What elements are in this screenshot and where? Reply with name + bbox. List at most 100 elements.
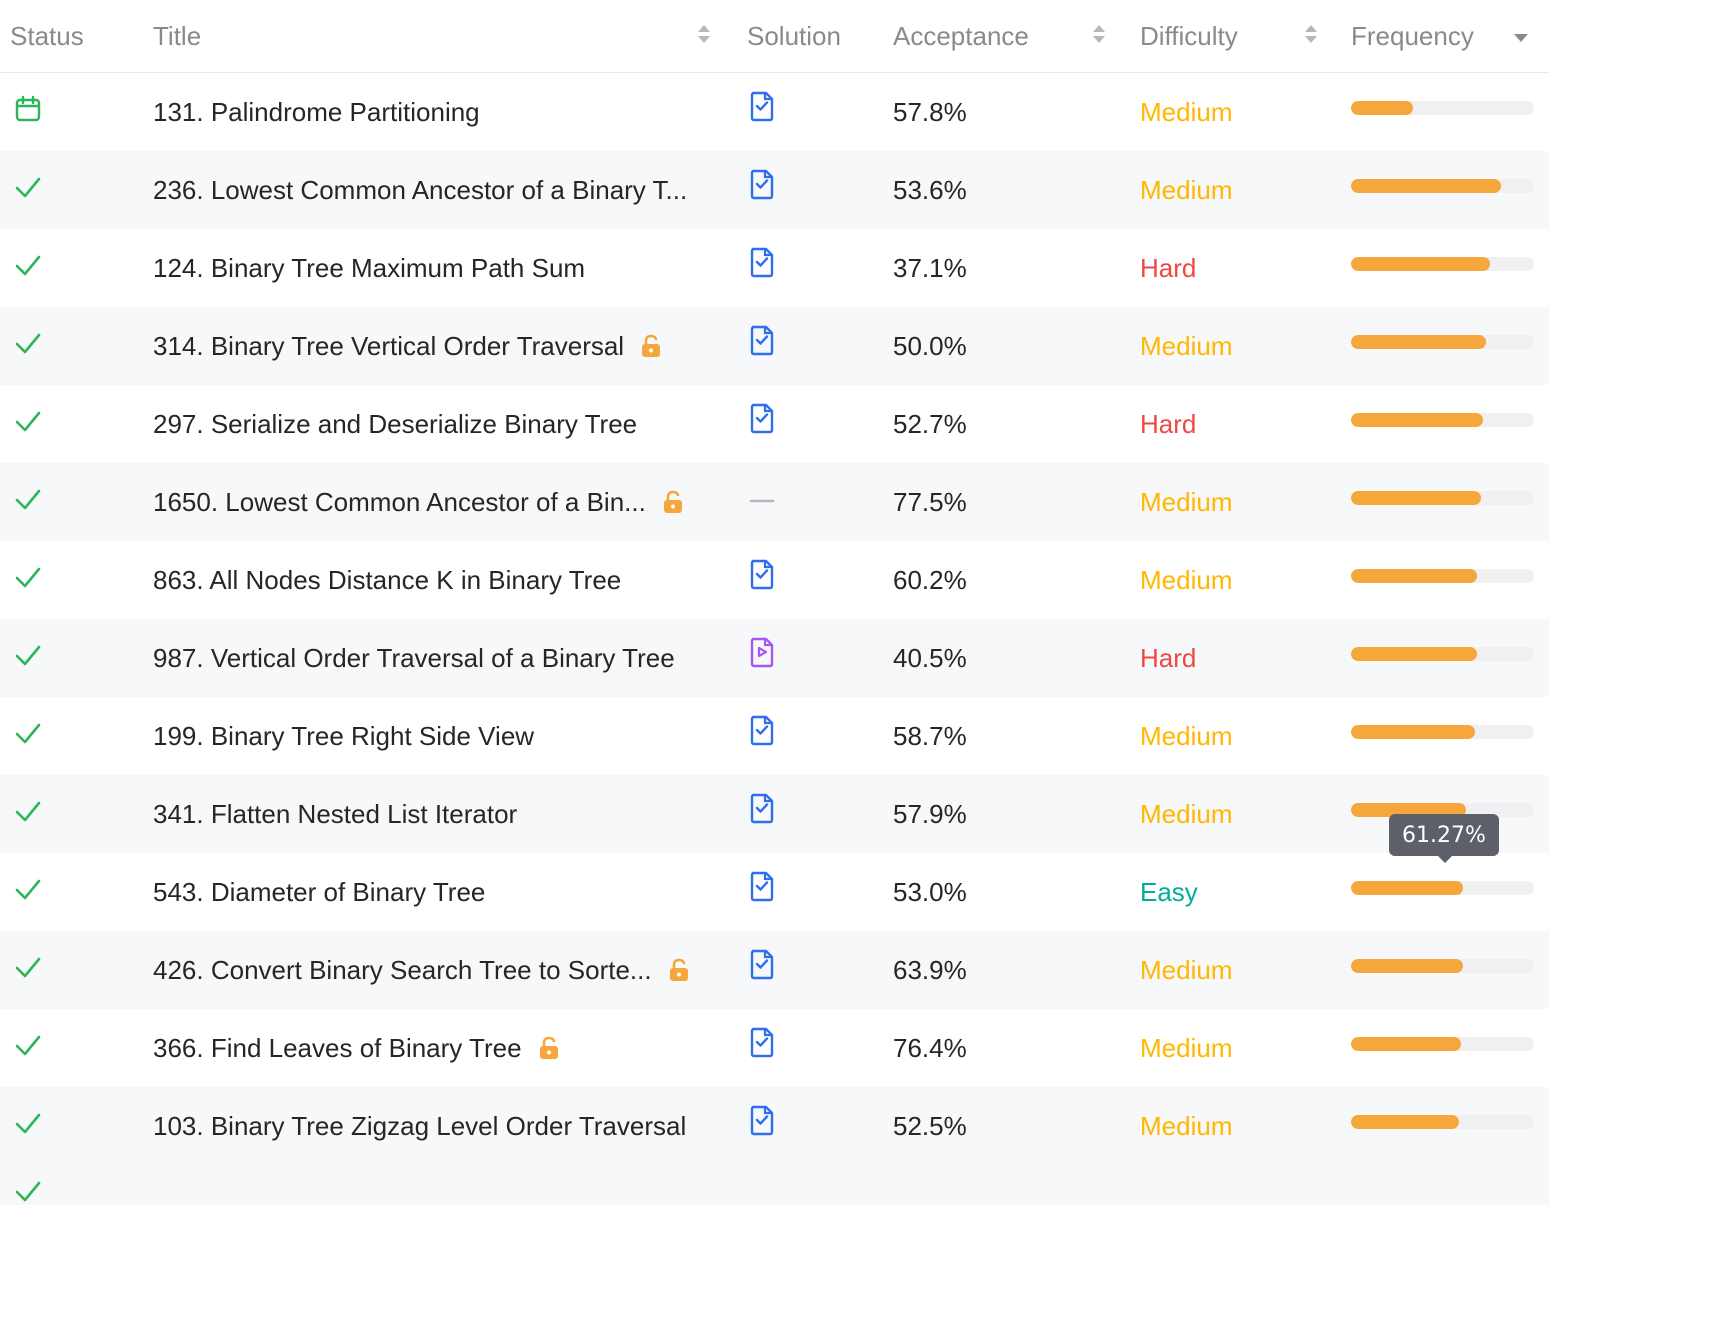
table-row[interactable]: 314. Binary Tree Vertical Order Traversa… [0, 307, 1549, 385]
table-row[interactable]: 341. Flatten Nested List Iterator 57.9% … [0, 775, 1549, 853]
problem-title-cell[interactable]: 236. Lowest Common Ancestor of a Binary … [153, 151, 687, 229]
solution-article-icon[interactable] [748, 1009, 776, 1082]
problem-title-cell[interactable]: 314. Binary Tree Vertical Order Traversa… [153, 307, 662, 385]
table-row[interactable]: 199. Binary Tree Right Side View 58.7% M… [0, 697, 1549, 775]
table-row[interactable]: 236. Lowest Common Ancestor of a Binary … [0, 151, 1549, 229]
table-row[interactable]: 987. Vertical Order Traversal of a Binar… [0, 619, 1549, 697]
problem-title-cell[interactable]: 1650. Lowest Common Ancestor of a Bin... [153, 463, 684, 541]
solution-article-icon[interactable] [748, 151, 776, 224]
header-title[interactable]: Title [153, 20, 202, 51]
frequency-bar-fill [1351, 1037, 1461, 1051]
problem-title-cell[interactable]: 366. Find Leaves of Binary Tree [153, 1009, 560, 1087]
check-icon [14, 619, 42, 697]
frequency-bar-track [1351, 1037, 1534, 1051]
frequency-bar[interactable] [1351, 697, 1534, 775]
header-solution: Solution [747, 20, 841, 51]
header-acceptance[interactable]: Acceptance [893, 20, 1029, 51]
header-difficulty[interactable]: Difficulty [1140, 20, 1238, 51]
sort-desc-icon[interactable] [1512, 26, 1530, 48]
problem-title-cell[interactable]: 863. All Nodes Distance K in Binary Tree [153, 541, 621, 619]
solution-article-icon[interactable] [748, 931, 776, 1004]
table-row[interactable]: 297. Serialize and Deserialize Binary Tr… [0, 385, 1549, 463]
frequency-bar[interactable] [1351, 151, 1534, 229]
solution-article-icon[interactable] [748, 541, 776, 614]
solution-article-icon[interactable] [748, 853, 776, 926]
header-frequency[interactable]: Frequency [1351, 20, 1474, 51]
check-icon [14, 697, 42, 775]
solution-article-icon[interactable] [748, 229, 776, 302]
difficulty-label: Hard [1140, 252, 1197, 283]
problem-title-link[interactable]: 341. Flatten Nested List Iterator [153, 798, 518, 829]
sort-icon[interactable] [695, 23, 713, 45]
table-row-partial[interactable] [0, 1165, 1549, 1205]
frequency-bar-track [1351, 413, 1534, 427]
header-status: Status [10, 20, 84, 51]
frequency-bar[interactable] [1351, 1009, 1534, 1087]
problem-title-link[interactable]: 1650. Lowest Common Ancestor of a Bin... [153, 486, 646, 517]
difficulty-label: Medium [1140, 720, 1233, 751]
frequency-bar[interactable] [1351, 307, 1534, 385]
frequency-bar[interactable] [1351, 229, 1534, 307]
frequency-bar[interactable] [1351, 73, 1534, 151]
problem-title-cell[interactable]: 297. Serialize and Deserialize Binary Tr… [153, 385, 637, 463]
problem-title-link[interactable]: 987. Vertical Order Traversal of a Binar… [153, 642, 675, 673]
frequency-bar[interactable] [1351, 541, 1534, 619]
frequency-bar[interactable] [1351, 463, 1534, 541]
frequency-bar[interactable] [1351, 931, 1534, 1009]
difficulty-label: Hard [1140, 642, 1197, 673]
problem-title-cell[interactable]: 987. Vertical Order Traversal of a Binar… [153, 619, 675, 697]
frequency-bar[interactable] [1351, 853, 1534, 931]
problem-title-link[interactable]: 863. All Nodes Distance K in Binary Tree [153, 564, 622, 595]
table-row[interactable]: 543. Diameter of Binary Tree 53.0% Easy [0, 853, 1549, 931]
problem-title-link[interactable]: 426. Convert Binary Search Tree to Sorte… [153, 954, 652, 985]
problem-title-cell[interactable]: 426. Convert Binary Search Tree to Sorte… [153, 931, 690, 1009]
frequency-bar[interactable] [1351, 619, 1534, 697]
problem-title-cell[interactable]: 341. Flatten Nested List Iterator [153, 775, 517, 853]
solution-article-icon[interactable] [748, 775, 776, 848]
problem-title-link[interactable]: 236. Lowest Common Ancestor of a Binary … [153, 174, 688, 205]
frequency-bar-fill [1351, 803, 1467, 817]
problem-title-cell[interactable]: 103. Binary Tree Zigzag Level Order Trav… [153, 1087, 686, 1165]
problem-title-cell[interactable]: 124. Binary Tree Maximum Path Sum [153, 229, 585, 307]
difficulty-label: Medium [1140, 564, 1233, 595]
table-row[interactable]: 863. All Nodes Distance K in Binary Tree… [0, 541, 1549, 619]
sort-icon[interactable] [1302, 23, 1320, 45]
difficulty-label: Medium [1140, 1110, 1233, 1141]
frequency-bar-track [1351, 491, 1534, 505]
solution-article-icon[interactable] [748, 385, 776, 458]
problem-title-link[interactable]: 124. Binary Tree Maximum Path Sum [153, 252, 586, 283]
tooltip-arrow [1438, 856, 1452, 863]
problem-title-link[interactable]: 199. Binary Tree Right Side View [153, 720, 535, 751]
check-icon [14, 463, 42, 541]
solution-article-icon[interactable] [748, 307, 776, 380]
solution-article-icon[interactable] [748, 73, 776, 146]
problem-title-link[interactable]: 297. Serialize and Deserialize Binary Tr… [153, 408, 638, 439]
frequency-bar[interactable] [1351, 385, 1534, 463]
problem-title-link[interactable]: 543. Diameter of Binary Tree [153, 876, 486, 907]
solution-article-icon[interactable] [748, 697, 776, 770]
solution-article-icon[interactable] [748, 1087, 776, 1160]
acceptance-rate: 53.6% [893, 174, 967, 205]
problem-table: Status Title Solution Acceptance Difficu… [0, 20, 1549, 1205]
sort-icon[interactable] [1090, 23, 1108, 45]
table-row[interactable]: 124. Binary Tree Maximum Path Sum 37.1% … [0, 229, 1549, 307]
problem-title-link[interactable]: 103. Binary Tree Zigzag Level Order Trav… [153, 1110, 687, 1141]
problem-title-link[interactable]: 366. Find Leaves of Binary Tree [153, 1032, 522, 1063]
difficulty-label: Easy [1140, 876, 1198, 907]
frequency-bar[interactable] [1351, 1087, 1534, 1165]
table-row[interactable]: 366. Find Leaves of Binary Tree 76.4% Me… [0, 1009, 1549, 1087]
problem-title-link[interactable]: 314. Binary Tree Vertical Order Traversa… [153, 330, 625, 361]
table-row[interactable]: 1650. Lowest Common Ancestor of a Bin...… [0, 463, 1549, 541]
frequency-bar-fill [1351, 179, 1502, 193]
table-row[interactable]: 131. Palindrome Partitioning 57.8% Mediu… [0, 73, 1549, 151]
frequency-bar-fill [1351, 959, 1463, 973]
frequency-bar-fill [1351, 647, 1478, 661]
table-row[interactable]: 426. Convert Binary Search Tree to Sorte… [0, 931, 1549, 1009]
video-solution-icon[interactable] [748, 619, 776, 692]
problem-title-cell[interactable]: 131. Palindrome Partitioning [153, 73, 480, 151]
frequency-bar[interactable] [1351, 775, 1534, 853]
problem-title-cell[interactable]: 543. Diameter of Binary Tree [153, 853, 485, 931]
problem-title-cell[interactable]: 199. Binary Tree Right Side View [153, 697, 534, 775]
problem-title-link[interactable]: 131. Palindrome Partitioning [153, 96, 480, 127]
table-row[interactable]: 103. Binary Tree Zigzag Level Order Trav… [0, 1087, 1549, 1165]
